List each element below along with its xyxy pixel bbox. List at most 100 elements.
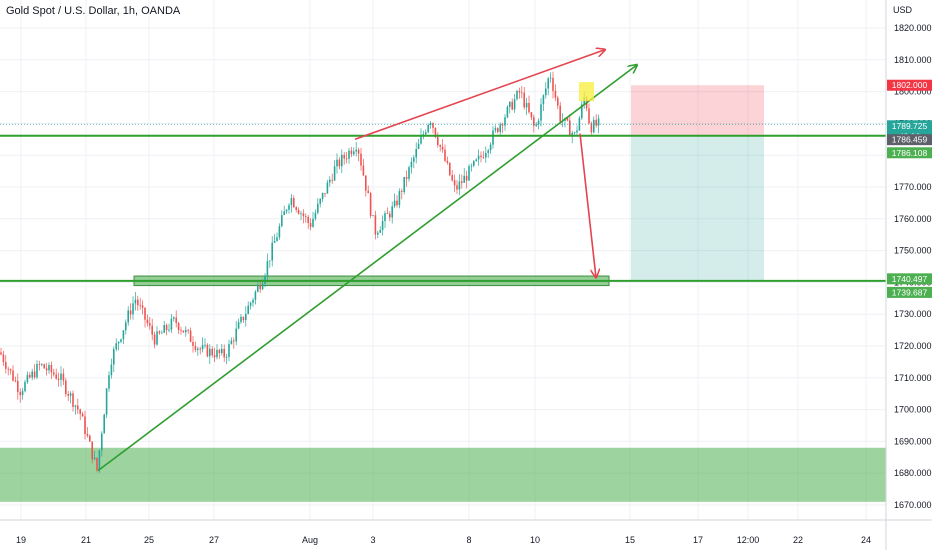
- candle-body: [293, 198, 295, 208]
- candle-body: [86, 434, 89, 436]
- price-label-text: 1802.000: [892, 80, 928, 90]
- y-axis-unit: USD: [892, 5, 912, 15]
- y-tick-label: 1800.000: [894, 87, 932, 97]
- candle-body: [362, 165, 365, 176]
- candle-body: [333, 166, 336, 181]
- candle-body: [559, 105, 561, 122]
- price-label-text: 1740.497: [892, 274, 928, 284]
- x-tick-label: 24: [861, 535, 871, 545]
- candle-body: [65, 380, 67, 394]
- candle-body: [461, 181, 463, 183]
- candle-body: [420, 136, 422, 144]
- candle-body: [132, 303, 134, 315]
- candle-body: [139, 305, 141, 306]
- candle-body: [456, 185, 458, 190]
- candle-body: [329, 179, 331, 183]
- candle-body: [528, 102, 530, 113]
- candle-body: [374, 215, 377, 235]
- price-label-text: 1739.687: [892, 287, 928, 297]
- candle-body: [492, 130, 494, 145]
- candle-body: [571, 132, 573, 136]
- candle-body: [285, 209, 288, 212]
- candle-body: [163, 325, 165, 333]
- candle-body: [295, 207, 297, 210]
- price-label-box: [887, 286, 932, 298]
- candle-body: [5, 362, 7, 369]
- candle-body: [345, 158, 348, 160]
- projection-down-arrow: [579, 133, 596, 278]
- candle-body: [372, 215, 374, 217]
- candle-body: [230, 340, 233, 344]
- y-tick-label: 1700.000: [894, 405, 932, 415]
- candle-body: [393, 200, 396, 207]
- candle-body: [14, 380, 17, 382]
- candle-body: [264, 275, 266, 284]
- candle-body: [326, 182, 329, 194]
- candle-body: [261, 283, 264, 290]
- candle-body: [153, 334, 156, 345]
- lines: [0, 50, 886, 472]
- candle-body: [324, 193, 326, 194]
- x-tick-label: 25: [144, 535, 154, 545]
- candle-body: [595, 119, 597, 126]
- candle-body: [317, 203, 319, 213]
- candle-body: [540, 104, 542, 121]
- candle-body: [453, 180, 456, 186]
- candle-body: [297, 209, 300, 214]
- candle-body: [525, 102, 528, 108]
- candle-body: [0, 352, 2, 355]
- candle-body: [96, 457, 98, 471]
- candle-body: [84, 416, 86, 435]
- candle-body: [213, 355, 216, 358]
- candle-body: [235, 328, 237, 342]
- candle-body: [254, 291, 257, 300]
- y-tick-label: 1810.000: [894, 55, 932, 65]
- candle-body: [441, 146, 444, 150]
- candle-body: [206, 344, 209, 357]
- candle-body: [384, 213, 386, 222]
- candle-body: [477, 155, 480, 160]
- candle-body: [41, 364, 43, 366]
- candle-body: [98, 450, 101, 471]
- risk-zone: [631, 85, 764, 136]
- candle-body: [533, 117, 535, 126]
- price-label-box: [887, 134, 932, 146]
- candle-body: [204, 344, 206, 346]
- support-zone-bottom: [0, 447, 886, 502]
- candle-body: [499, 124, 501, 133]
- candle-body: [105, 388, 108, 415]
- candle-body: [465, 175, 468, 181]
- candle-body: [77, 405, 79, 410]
- candle-body: [485, 152, 487, 158]
- y-tick-label: 1690.000: [894, 436, 932, 446]
- candle-body: [156, 331, 158, 345]
- price-label-text: 1786.108: [892, 148, 928, 158]
- candle-body: [249, 302, 252, 306]
- candle-body: [290, 198, 293, 206]
- candle-body: [360, 153, 362, 166]
- candle-body: [408, 167, 410, 179]
- candle-body: [29, 374, 31, 378]
- candle-body: [357, 149, 360, 154]
- candle-body: [74, 405, 77, 407]
- candle-body: [48, 365, 50, 371]
- grid: [0, 0, 886, 520]
- candle-body: [259, 285, 261, 290]
- candle-body: [307, 216, 309, 224]
- candle-body: [365, 175, 367, 191]
- candle-body: [305, 216, 307, 218]
- candle-body: [549, 77, 552, 79]
- candle-body: [228, 343, 230, 357]
- candle-body: [381, 221, 384, 231]
- candle-body: [55, 374, 57, 379]
- candle-body: [257, 285, 259, 292]
- candle-body: [396, 200, 398, 206]
- candle-body: [379, 230, 381, 233]
- candle-body: [446, 160, 449, 163]
- candle-body: [146, 319, 149, 324]
- candle-body: [110, 364, 113, 376]
- candle-body: [389, 213, 391, 218]
- candle-body: [542, 95, 545, 105]
- candle-body: [149, 323, 151, 326]
- upper-resistance-arrow: [354, 50, 605, 141]
